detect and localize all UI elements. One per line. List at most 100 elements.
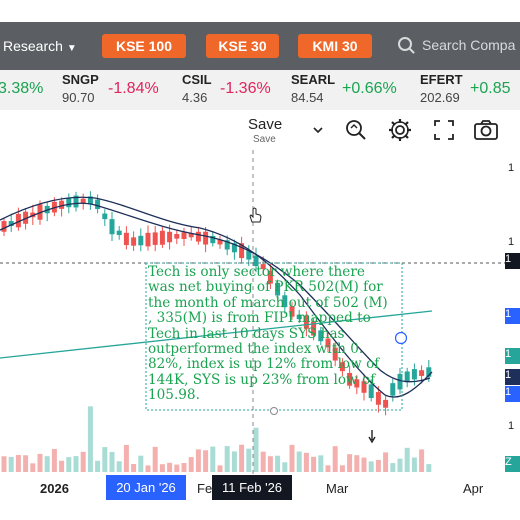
moving-average-slow <box>0 202 431 383</box>
candle-body <box>426 367 432 377</box>
volume-bar <box>15 455 21 472</box>
index-button-kse100[interactable]: KSE 100 <box>102 34 186 58</box>
candle-body <box>195 231 201 242</box>
ticker-symbol-efert[interactable]: EFERT <box>420 72 463 87</box>
line-handle <box>394 331 408 345</box>
quick-search-icon[interactable] <box>342 116 370 144</box>
volume-bar <box>311 456 317 472</box>
volume-bar <box>87 406 93 472</box>
candle-body <box>80 198 86 204</box>
index-button-kmi30[interactable]: KMI 30 <box>298 34 372 58</box>
save-button[interactable]: Save <box>248 116 283 133</box>
volume-bar <box>80 451 86 472</box>
volume-bar <box>73 456 79 472</box>
volume-bar <box>303 452 309 472</box>
ticker-symbol-csil[interactable]: CSIL <box>182 72 212 87</box>
candle-body <box>347 372 353 386</box>
candle-body <box>181 232 187 239</box>
candle-body <box>311 321 317 336</box>
fullscreen-icon[interactable] <box>430 116 458 144</box>
volume-bar <box>339 465 345 472</box>
volume-bar <box>181 462 187 472</box>
volume-bar <box>354 455 360 472</box>
volume-bar <box>361 457 367 472</box>
price-chart[interactable]: 1 1 1 1 1 Z 1 1 1 <box>0 150 520 475</box>
hand-cursor-icon <box>249 207 262 223</box>
candle-body <box>289 306 295 317</box>
candle-body <box>231 243 237 253</box>
research-menu[interactable]: Research ▼ <box>3 38 77 54</box>
candle-body <box>131 237 137 246</box>
volume-bar <box>8 456 14 472</box>
candle-body <box>95 199 101 210</box>
candle-body <box>404 371 410 383</box>
volume-bar <box>239 444 245 472</box>
price-label: 1 <box>505 253 520 269</box>
candle-body <box>411 369 417 380</box>
chart-canvas[interactable] <box>0 150 520 475</box>
volume-bar <box>59 460 65 472</box>
candle-body <box>152 232 158 245</box>
candle-body <box>138 235 144 246</box>
volume-bar <box>210 446 216 472</box>
volume-bar <box>253 427 259 472</box>
ticker-price: 4.36 <box>182 90 208 105</box>
nav-bar: Research ▼ KSE 100 KSE 30 KMI 30 Search C… <box>0 22 520 70</box>
volume-bar <box>404 447 410 472</box>
candle-body <box>167 231 173 243</box>
price-label: 1 <box>505 348 520 364</box>
volume-bar <box>375 459 381 472</box>
ticker-symbol-searl[interactable]: SEARL <box>291 72 336 87</box>
ticker-change: +0.85 <box>470 80 511 97</box>
down-arrow-icon <box>368 430 376 444</box>
search-placeholder: Search Compa <box>422 37 516 53</box>
settings-icon[interactable] <box>386 116 414 144</box>
volume-bar <box>318 455 324 472</box>
candle-body <box>361 381 367 393</box>
y-tick-label: 1 <box>508 236 515 248</box>
ticker-price: 90.70 <box>62 90 95 105</box>
x-tick-label: Mar <box>326 481 349 496</box>
research-label: Research <box>3 38 63 54</box>
volume-bar <box>275 455 281 472</box>
candle-body <box>419 370 425 376</box>
ticker-strip: 3.38% SNGP 90.70 -1.84% CSIL 4.36 -1.36%… <box>0 70 520 110</box>
candle-body <box>73 195 79 208</box>
ticker-price: 84.54 <box>291 90 324 105</box>
note-handle <box>270 407 278 415</box>
index-button-kse30[interactable]: KSE 30 <box>206 34 279 58</box>
trend-line <box>0 310 433 359</box>
volume-bar <box>217 465 223 472</box>
camera-icon[interactable] <box>472 116 500 144</box>
candle-body <box>203 231 209 245</box>
candle-body <box>383 399 389 408</box>
ticker-symbol-sngp[interactable]: SNGP <box>62 72 99 87</box>
price-label: 1 <box>505 308 520 324</box>
moving-average-fast <box>0 196 433 398</box>
candle-body <box>37 204 43 220</box>
x-tick-label: 2026 <box>40 481 69 496</box>
chart-note-text[interactable]: Tech is only sector where there was net … <box>148 264 388 404</box>
save-status: Save <box>253 134 276 145</box>
chevron-down-icon[interactable] <box>304 116 332 144</box>
volume-bar <box>411 457 417 472</box>
volume-bar <box>23 455 29 472</box>
search-box[interactable]: Search Compa <box>398 36 520 56</box>
volume-bar <box>123 444 129 472</box>
volume-bar <box>246 448 252 472</box>
volume-bar <box>109 451 115 472</box>
volume-bar <box>102 447 108 472</box>
candle-body <box>224 240 230 250</box>
volume-bar <box>174 464 180 472</box>
volume-bar <box>390 463 396 472</box>
caret-down-icon: ▼ <box>66 43 77 54</box>
search-icon <box>398 37 412 51</box>
candle-body <box>174 234 180 239</box>
candle-body <box>23 211 29 224</box>
candle-body <box>217 239 223 245</box>
ticker-price: 202.69 <box>420 90 460 105</box>
top-strip <box>0 0 520 22</box>
volume-bar <box>1 456 7 472</box>
volume-bar <box>260 451 266 472</box>
candle-body <box>253 255 259 267</box>
